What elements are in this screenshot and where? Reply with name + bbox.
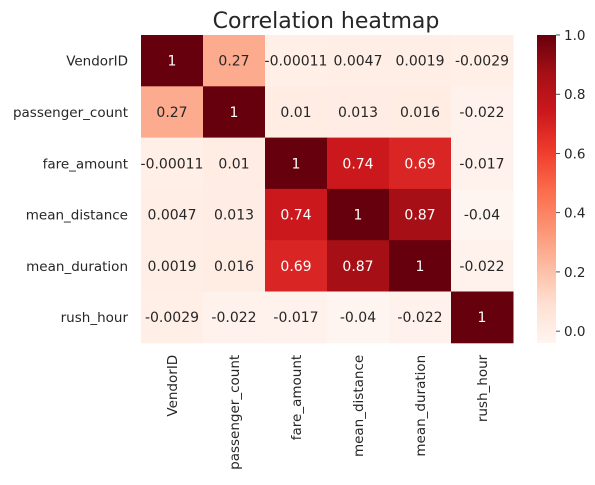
- heatmap-cell-4-3: [327, 240, 390, 292]
- cell-value-label: 1: [354, 208, 363, 224]
- heatmap-cell-3-5: [451, 188, 514, 241]
- heatmap-cell-2-4: [389, 137, 452, 190]
- cell-value-label: 1: [230, 105, 239, 121]
- chart-title: Correlation heatmap: [213, 9, 440, 34]
- cell-value-label: 1: [416, 259, 425, 275]
- heatmap-cell-1-2: [265, 86, 328, 139]
- cell-value-label: -0.017: [273, 310, 318, 326]
- heatmap-cell-1-3: [327, 86, 390, 139]
- cell-value-label: 0.013: [338, 105, 378, 121]
- x-tick-label: rush_hour: [475, 354, 491, 422]
- cell-value-label: 0.016: [214, 259, 254, 275]
- heatmap-cell-5-4: [389, 291, 452, 344]
- y-tick-label: rush_hour: [61, 310, 129, 326]
- x-axis-tick-labels: VendorID passenger_count fare_amount mean_d…: [165, 354, 491, 469]
- colorbar-tick-label: 1.0: [564, 28, 585, 44]
- heatmap-cell-2-3: [327, 137, 390, 190]
- x-tick-label: VendorID: [165, 355, 181, 417]
- colorbar-tick-label: 0.8: [564, 87, 585, 103]
- cell-value-label: -0.0029: [455, 54, 509, 70]
- heatmap-cell-2-5: [451, 137, 514, 190]
- y-tick-label: fare_amount: [43, 156, 128, 172]
- heatmap-cell-5-0: [141, 291, 204, 344]
- heatmap-cell-0-4: [389, 35, 452, 87]
- x-tick-label: passenger_count: [227, 355, 243, 470]
- colorbar: [537, 35, 556, 343]
- heatmap-cell-5-2: [265, 291, 328, 344]
- colorbar-tick-label: 0.6: [564, 146, 585, 162]
- heatmap-cell-labels: 1 0.27 -0.00011 0.0047 0.0019 -0.0029 0.27 1 0.0…: [141, 54, 510, 326]
- heatmap-cell-0-2: [265, 35, 328, 87]
- heatmap-cell-2-1: [203, 137, 266, 190]
- cell-value-label: 1: [168, 54, 177, 70]
- cell-value-label: 0.69: [404, 156, 435, 172]
- cell-value-label: 0.0019: [396, 54, 445, 70]
- heatmap-cells: [141, 35, 514, 344]
- heatmap-cell-3-1: [203, 188, 266, 241]
- colorbar-tick-label: 0.0: [564, 324, 585, 340]
- heatmap-cell-5-1: [203, 291, 266, 344]
- y-tick-label: mean_duration: [26, 259, 128, 275]
- heatmap-cell-4-0: [141, 240, 204, 292]
- x-tick-label: fare_amount: [289, 355, 305, 440]
- cell-value-label: 1: [478, 310, 487, 326]
- heatmap-cell-4-5: [451, 240, 514, 292]
- cell-value-label: -0.04: [340, 310, 376, 326]
- colorbar-tick-label: 0.2: [564, 265, 585, 281]
- colorbar-tick-label: 0.4: [564, 206, 585, 222]
- heatmap-cell-2-2: [265, 137, 328, 190]
- heatmap-cell-4-2: [265, 240, 328, 292]
- x-tick-label: mean_duration: [413, 355, 429, 457]
- heatmap-cell-1-1: [203, 86, 266, 139]
- heatmap-cell-5-3: [327, 291, 390, 344]
- cell-value-label: -0.04: [464, 208, 500, 224]
- heatmap-cell-2-0: [141, 137, 204, 190]
- cell-value-label: -0.022: [459, 259, 504, 275]
- x-tick-label: mean_distance: [351, 355, 367, 457]
- y-tick-label: mean_distance: [26, 208, 128, 224]
- y-tick-label: VendorID: [66, 54, 128, 70]
- heatmap-cell-3-0: [141, 188, 204, 241]
- cell-value-label: 0.0047: [148, 208, 197, 224]
- cell-value-label: -0.0029: [145, 310, 199, 326]
- heatmap-cell-1-5: [451, 86, 514, 139]
- cell-value-label: 0.016: [400, 105, 440, 121]
- heatmap-cell-3-4: [389, 188, 452, 241]
- heatmap-cell-0-0: [141, 35, 204, 87]
- cell-value-label: 0.27: [156, 105, 187, 121]
- cell-value-label: -0.022: [397, 310, 442, 326]
- cell-value-label: 0.0019: [148, 259, 197, 275]
- heatmap-cell-1-4: [389, 86, 452, 139]
- y-axis-tick-labels: VendorID passenger_count fare_amount mean_d…: [13, 54, 129, 326]
- cell-value-label: 0.74: [342, 156, 373, 172]
- colorbar-tick-labels: 0.0 0.2 0.4 0.6 0.8 1.0: [556, 28, 585, 340]
- heatmap-cell-3-2: [265, 188, 328, 241]
- heatmap-cell-0-3: [327, 35, 390, 87]
- cell-value-label: 1: [292, 156, 301, 172]
- cell-value-label: -0.00011: [141, 156, 204, 172]
- cell-value-label: 0.0047: [334, 54, 383, 70]
- cell-value-label: 0.87: [342, 259, 373, 275]
- heatmap-cell-4-1: [203, 240, 266, 292]
- cell-value-label: -0.017: [459, 156, 504, 172]
- heatmap-cell-0-1: [203, 35, 266, 87]
- cell-value-label: 0.87: [404, 208, 435, 224]
- heatmap-cell-1-0: [141, 86, 204, 139]
- cell-value-label: 0.74: [280, 208, 311, 224]
- heatmap-cell-4-4: [389, 240, 452, 292]
- cell-value-label: -0.00011: [265, 54, 328, 70]
- cell-value-label: 0.27: [218, 54, 249, 70]
- y-tick-label: passenger_count: [13, 105, 128, 121]
- cell-value-label: -0.022: [211, 310, 256, 326]
- cell-value-label: 0.69: [280, 259, 311, 275]
- heatmap-cell-5-5: [451, 291, 514, 344]
- cell-value-label: -0.022: [459, 105, 504, 121]
- heatmap-cell-3-3: [327, 188, 390, 241]
- cell-value-label: 0.01: [218, 156, 249, 172]
- cell-value-label: 0.013: [214, 208, 254, 224]
- heatmap-cell-0-5: [451, 35, 514, 87]
- cell-value-label: 0.01: [280, 105, 311, 121]
